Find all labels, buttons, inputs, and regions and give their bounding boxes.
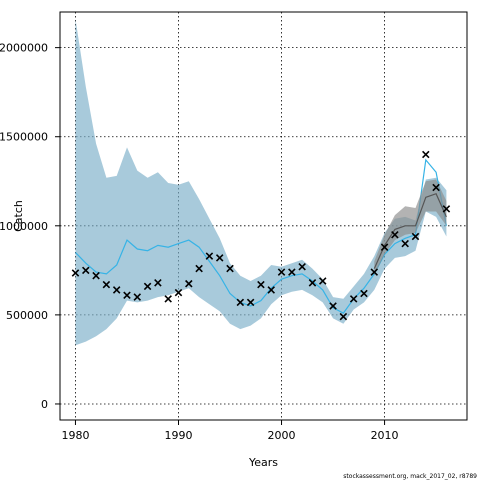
y-tick-label: 1500000	[0, 131, 48, 144]
observed-point	[277, 268, 286, 276]
observed-point-stroke	[71, 269, 80, 277]
observed-point-stroke	[401, 239, 409, 248]
observed-point	[380, 243, 389, 251]
observed-point	[71, 269, 80, 277]
observed-point	[246, 298, 255, 307]
observed-point	[185, 279, 193, 288]
observed-point-stroke	[267, 286, 275, 294]
observed-point-stroke	[205, 252, 214, 260]
observed-point-stroke	[370, 268, 379, 276]
observed-point-stroke	[174, 288, 183, 297]
observed-point-stroke	[102, 280, 111, 289]
confidence-band	[374, 179, 447, 276]
observed-point	[298, 263, 306, 271]
observed-point	[308, 279, 317, 287]
observed-point	[236, 298, 245, 307]
observed-point	[112, 286, 121, 294]
observed-point-stroke	[195, 264, 203, 273]
observed-point-stroke	[298, 263, 306, 271]
observed-point	[257, 280, 265, 289]
observed-point-stroke	[329, 302, 337, 310]
y-axis: 0 500000 1000000 1500000 2000000	[0, 42, 60, 411]
observed-point-stroke	[257, 280, 265, 289]
estimate-line	[373, 192, 447, 269]
observed-point-stroke	[164, 295, 172, 303]
observed-point	[267, 286, 275, 294]
observed-point	[349, 295, 358, 303]
observed-point-stroke	[349, 295, 358, 303]
observed-point	[154, 279, 162, 287]
x-tick-label: 2000	[268, 429, 296, 442]
observed-point-stroke	[288, 268, 296, 276]
observed-point	[205, 252, 214, 260]
observed-point-stroke	[81, 266, 90, 275]
observed-point	[442, 205, 451, 213]
observed-point	[164, 295, 172, 303]
observed-point	[329, 302, 337, 310]
observed-point-stroke	[360, 289, 368, 298]
observed-point-stroke	[92, 271, 100, 280]
x-tick-label: 1990	[164, 429, 192, 442]
observed-point	[143, 282, 152, 291]
observed-point-stroke	[123, 291, 131, 300]
observed-point	[411, 232, 420, 241]
observed-point	[288, 268, 296, 276]
observed-point-stroke	[432, 183, 440, 192]
observed-point-stroke	[318, 277, 327, 285]
observed-point	[432, 183, 440, 192]
observed-point-stroke	[422, 150, 430, 159]
x-axis: 1980 1990 2000 2010	[61, 420, 399, 442]
x-tick-label: 2010	[371, 429, 399, 442]
observed-point-stroke	[226, 264, 234, 273]
observed-point	[92, 271, 100, 280]
observed-point	[123, 291, 131, 300]
observed-point-stroke	[380, 243, 389, 251]
y-tick-label: 500000	[6, 309, 48, 322]
y-tick-label: 1000000	[0, 220, 48, 233]
observed-point-stroke	[442, 205, 451, 213]
series-layer	[71, 19, 451, 346]
observed-point	[360, 289, 368, 298]
observed-point	[339, 312, 348, 321]
observed-point	[174, 288, 183, 297]
observed-point-stroke	[391, 230, 399, 239]
x-axis-title: Years	[248, 456, 278, 469]
observed-point-stroke	[154, 279, 162, 287]
observed-point-stroke	[339, 312, 348, 321]
y-tick-label: 2000000	[0, 42, 48, 55]
y-tick-label: 0	[41, 398, 48, 411]
observed-point	[401, 239, 409, 248]
observed-point	[81, 266, 90, 275]
observed-point	[226, 264, 234, 273]
observed-point-stroke	[215, 254, 224, 262]
observed-point-stroke	[308, 279, 317, 287]
observed-point-stroke	[236, 298, 245, 307]
observed-point-stroke	[133, 293, 142, 301]
observed-point	[370, 268, 379, 276]
y-axis-title: Catch	[12, 200, 25, 232]
confidence-band	[75, 19, 447, 346]
observed-point-stroke	[185, 279, 193, 288]
observed-point	[102, 280, 111, 289]
observed-point-stroke	[112, 286, 121, 294]
observed-point	[422, 150, 430, 159]
observed-point	[391, 230, 399, 239]
plot-frame	[59, 11, 468, 421]
observed-point-stroke	[411, 232, 420, 241]
observed-point	[318, 277, 327, 285]
observed-point-stroke	[143, 282, 152, 291]
observed-point-stroke	[246, 298, 255, 307]
observed-point	[215, 254, 224, 262]
footer-credit: stockassessment.org, mack_2017_02, r8789	[343, 473, 477, 480]
x-tick-label: 1980	[61, 429, 89, 442]
observed-point	[133, 293, 142, 301]
observed-point-stroke	[277, 268, 286, 276]
observed-point	[195, 264, 203, 273]
